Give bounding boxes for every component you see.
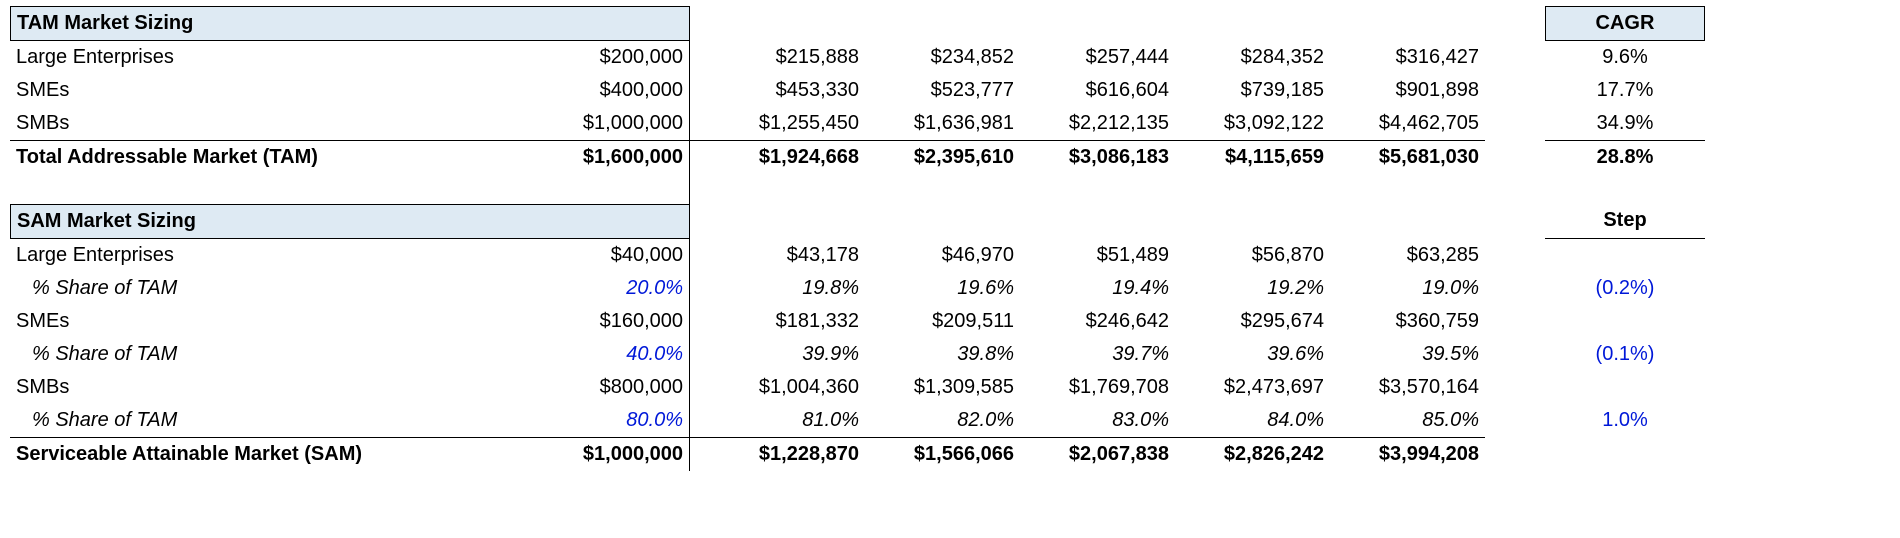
sam-share-label: % Share of TAM [10,404,490,438]
tam-row-val: $215,888 [710,41,865,74]
sam-row-base: $160,000 [490,305,690,338]
sam-header-pad [490,204,690,239]
sam-row-val: $360,759 [1330,305,1485,338]
tam-row-label: Large Enterprises [10,41,490,74]
sam-total-val: $2,067,838 [1020,438,1175,471]
sam-total-val: $1,228,870 [710,438,865,471]
sam-row-label: SMEs [10,305,490,338]
tam-row-val: $1,636,981 [865,107,1020,141]
sam-step: (0.2%) [1545,272,1705,305]
sam-row-val: $46,970 [865,239,1020,272]
step-header: Step [1545,204,1705,239]
tam-total-cagr: 28.8% [1545,141,1705,174]
sam-step: 1.0% [1545,404,1705,438]
sam-share-val: 19.4% [1020,272,1175,305]
tam-row-base: $400,000 [490,74,690,107]
tam-row-val: $739,185 [1175,74,1330,107]
tam-header: TAM Market Sizing [10,6,490,41]
sam-share-val: 83.0% [1020,404,1175,438]
sam-total-label: Serviceable Attainable Market (SAM) [10,438,490,471]
tam-total-val: $4,115,659 [1175,141,1330,174]
sam-share-label: % Share of TAM [10,338,490,371]
tam-row-val: $901,898 [1330,74,1485,107]
tam-row-label: SMEs [10,74,490,107]
sam-row-val: $43,178 [710,239,865,272]
tam-total-val: $3,086,183 [1020,141,1175,174]
tam-row-cagr: 34.9% [1545,107,1705,141]
sam-row-label: SMBs [10,371,490,404]
tam-row-base: $200,000 [490,41,690,74]
tam-row-val: $2,212,135 [1020,107,1175,141]
tam-row-val: $453,330 [710,74,865,107]
tam-row-val: $616,604 [1020,74,1175,107]
sam-share-val: 39.5% [1330,338,1485,371]
sam-share-val: 84.0% [1175,404,1330,438]
tam-row-base: $1,000,000 [490,107,690,141]
sam-row-val: $181,332 [710,305,865,338]
tam-total-val: $1,924,668 [710,141,865,174]
sam-share-val: 39.9% [710,338,865,371]
tam-row-cagr: 9.6% [1545,41,1705,74]
sam-share-val: 19.2% [1175,272,1330,305]
tam-row-cagr: 17.7% [1545,74,1705,107]
sam-share-base: 20.0% [490,272,690,305]
sam-row-val: $1,309,585 [865,371,1020,404]
sam-row-val: $51,489 [1020,239,1175,272]
sam-total-base: $1,000,000 [490,438,690,471]
tam-row-val: $234,852 [865,41,1020,74]
sam-row-val: $1,004,360 [710,371,865,404]
sam-row-label: Large Enterprises [10,239,490,272]
tam-total-label: Total Addressable Market (TAM) [10,141,490,174]
cagr-header: CAGR [1545,6,1705,41]
tam-header-pad [490,6,690,41]
sam-total-val: $3,994,208 [1330,438,1485,471]
tam-row-val: $1,255,450 [710,107,865,141]
tam-row-label: SMBs [10,107,490,141]
sam-share-val: 39.6% [1175,338,1330,371]
tam-row-val: $257,444 [1020,41,1175,74]
sam-row-val: $1,769,708 [1020,371,1175,404]
tam-row-val: $4,462,705 [1330,107,1485,141]
sam-row-val: $63,285 [1330,239,1485,272]
sam-step: (0.1%) [1545,338,1705,371]
sam-total-val: $2,826,242 [1175,438,1330,471]
tam-total-base: $1,600,000 [490,141,690,174]
tam-row-val: $284,352 [1175,41,1330,74]
sam-share-val: 85.0% [1330,404,1485,438]
sam-total-val: $1,566,066 [865,438,1020,471]
tam-row-val: $523,777 [865,74,1020,107]
tam-total-val: $2,395,610 [865,141,1020,174]
sam-share-val: 82.0% [865,404,1020,438]
sam-row-val: $246,642 [1020,305,1175,338]
sam-share-val: 39.7% [1020,338,1175,371]
sam-share-base: 80.0% [490,404,690,438]
tam-row-val: $3,092,122 [1175,107,1330,141]
market-sizing-table: TAM Market Sizing CAGR Large Enterprises… [10,6,1890,471]
tam-total-val: $5,681,030 [1330,141,1485,174]
sam-share-val: 81.0% [710,404,865,438]
sam-share-val: 39.8% [865,338,1020,371]
sam-share-val: 19.8% [710,272,865,305]
sam-share-label: % Share of TAM [10,272,490,305]
sam-header: SAM Market Sizing [10,204,490,239]
sam-row-val: $2,473,697 [1175,371,1330,404]
sam-row-val: $3,570,164 [1330,371,1485,404]
sam-row-val: $209,511 [865,305,1020,338]
sam-row-base: $800,000 [490,371,690,404]
sam-share-val: 19.6% [865,272,1020,305]
sam-row-val: $56,870 [1175,239,1330,272]
sam-row-base: $40,000 [490,239,690,272]
tam-row-val: $316,427 [1330,41,1485,74]
sam-share-base: 40.0% [490,338,690,371]
sam-share-val: 19.0% [1330,272,1485,305]
sam-row-val: $295,674 [1175,305,1330,338]
